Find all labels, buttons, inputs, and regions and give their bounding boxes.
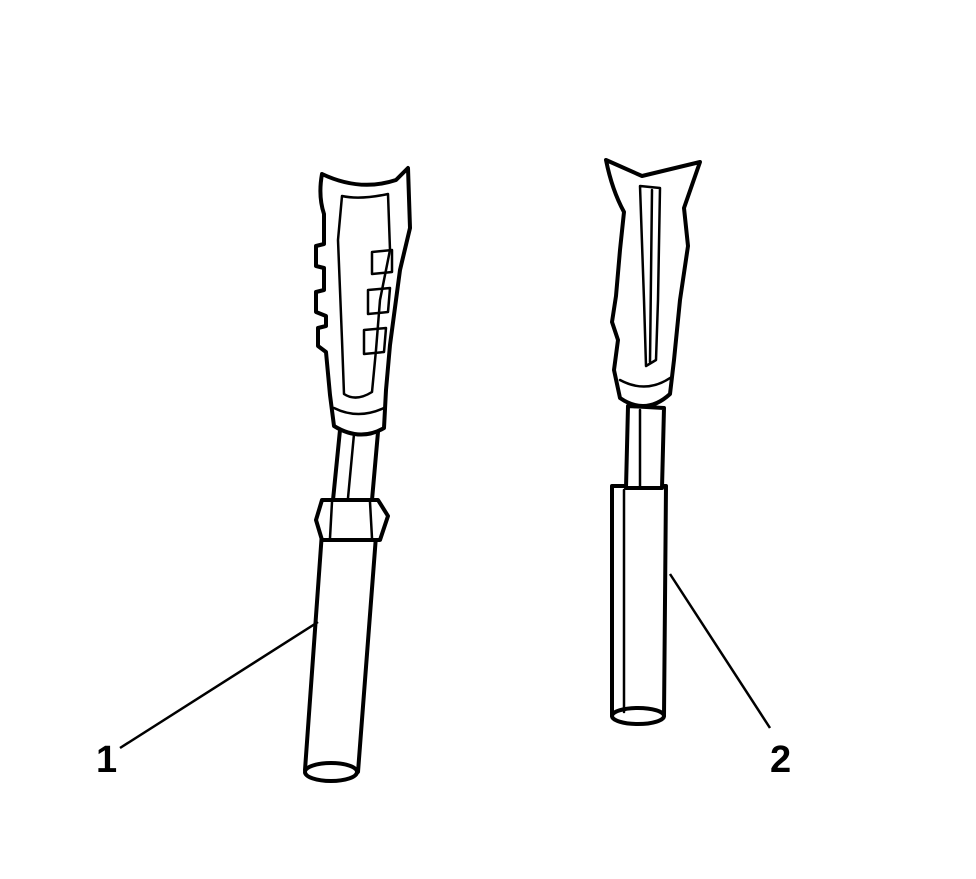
terminal-1-contact-body <box>314 166 412 437</box>
terminal-2-neck <box>624 404 666 490</box>
terminal-2-barrel-end <box>610 706 666 726</box>
terminal-1-neck <box>331 428 380 502</box>
terminal-2-barrel <box>610 484 668 724</box>
terminal-1-barrel-end <box>303 761 359 783</box>
callout-1-label: 1 <box>96 739 117 781</box>
terminal-1 <box>303 166 412 783</box>
terminal-1-hex-collar <box>314 498 390 542</box>
callout-1-leader <box>119 620 319 750</box>
terminal-1-barrel <box>303 530 378 780</box>
terminal-2 <box>604 158 702 726</box>
callout-2-leader <box>668 573 772 729</box>
callout-2-label: 2 <box>770 739 791 781</box>
terminal-2-contact-body <box>604 158 702 408</box>
